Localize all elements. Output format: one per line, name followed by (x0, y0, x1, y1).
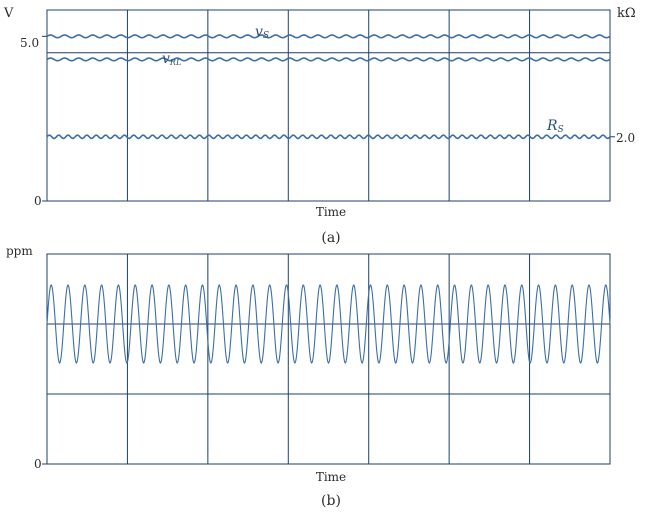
y-tick-label-5-a: 5.0 (20, 36, 39, 50)
x-axis-label-b: Time (316, 470, 346, 484)
series-line-1-0 (46, 284, 611, 364)
chart-panel-b: ppm 0 Time (b) (6, 244, 611, 509)
traces-a (46, 34, 611, 140)
x-axis-label-a: Time (316, 205, 346, 219)
caption-a: (a) (321, 230, 340, 246)
y-axis-label-left-a: V (3, 6, 14, 21)
series-line-0-0 (46, 34, 611, 39)
plot-frame-a (46, 9, 611, 202)
plot-frame-b (46, 253, 611, 465)
chart-panel-a: V kΩ 0 5.0 2.0 vS vRL RS Time (a) (3, 6, 636, 246)
grid-b (42, 254, 610, 465)
y-axis-label-left-b: ppm (6, 244, 33, 258)
y-axis-label-right-a: kΩ (617, 6, 636, 21)
caption-b: (b) (321, 493, 341, 509)
series-label-vrl: vRL (162, 51, 181, 67)
series-label-vs: vS (255, 24, 269, 41)
grid-a (42, 10, 615, 202)
series-label-rs: RS (546, 118, 564, 135)
traces-b (46, 284, 611, 364)
y-tick-label-0-a: 0 (34, 194, 42, 208)
y-right-tick-label-2-a: 2.0 (616, 131, 635, 145)
y-tick-label-0-b: 0 (34, 457, 42, 471)
series-line-0-2 (46, 134, 611, 140)
series-line-0-1 (46, 57, 611, 62)
